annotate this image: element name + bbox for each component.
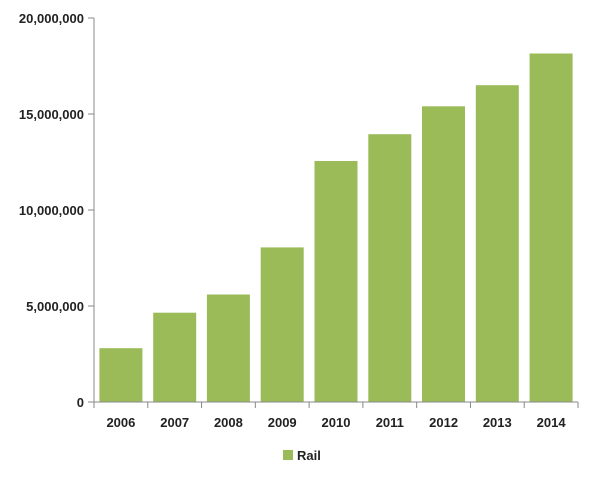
- y-tick-label: 10,000,000: [19, 203, 84, 218]
- bar-2013: [475, 85, 519, 402]
- x-axis-ticks: 2006 2007 2008 2009 2010 2011 2012 2013 2014: [93, 402, 579, 430]
- bar-2008: [206, 294, 250, 402]
- x-tick-label: 2006: [106, 415, 135, 430]
- legend-swatch-rail: [283, 450, 293, 460]
- bar-2011: [368, 134, 412, 402]
- bar-2012: [422, 106, 465, 403]
- legend-label-rail: Rail: [297, 448, 321, 463]
- x-tick-label: 2009: [268, 415, 297, 430]
- bar-2009: [260, 247, 304, 402]
- y-axis-ticks: 0 5,000,000 10,000,000 15,000,000 20,000,000: [19, 11, 94, 410]
- x-tick-label: 2012: [429, 415, 458, 430]
- x-tick-label: 2007: [160, 415, 189, 430]
- legend: Rail: [283, 448, 321, 463]
- bars-group: [99, 53, 573, 403]
- y-tick-label: 20,000,000: [19, 11, 84, 26]
- y-tick-label: 15,000,000: [19, 107, 84, 122]
- y-tick-label: 0: [77, 395, 84, 410]
- x-tick-label: 2013: [483, 415, 512, 430]
- x-tick-label: 2011: [376, 415, 404, 430]
- bar-2006: [99, 348, 143, 402]
- x-tick-label: 2010: [322, 415, 351, 430]
- y-tick-label: 5,000,000: [26, 299, 84, 314]
- x-tick-label: 2014: [537, 415, 567, 430]
- bar-2007: [153, 312, 197, 402]
- x-tick-label: 2008: [214, 415, 243, 430]
- bar-2010: [314, 161, 358, 402]
- bar-2014: [529, 53, 573, 402]
